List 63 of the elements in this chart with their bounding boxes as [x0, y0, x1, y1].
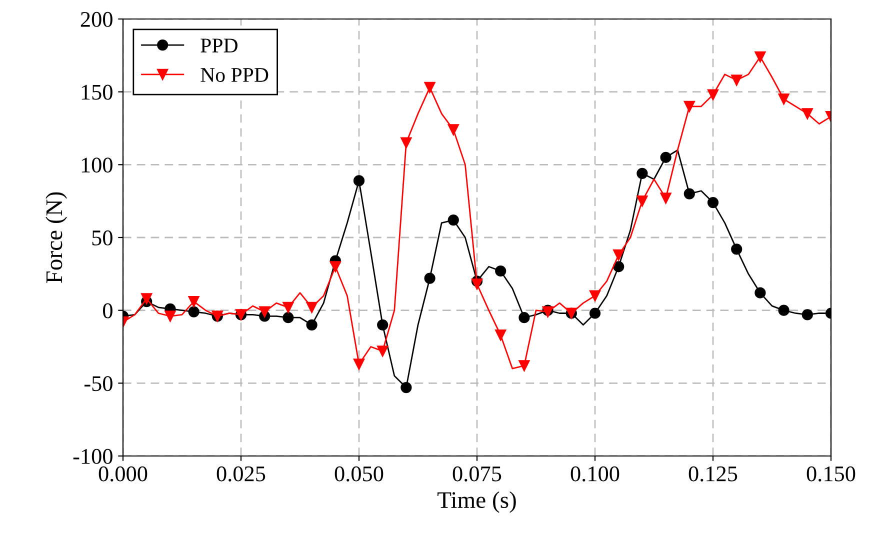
- y-tick-label: 150: [82, 84, 112, 100]
- y-tick-label: -100: [73, 448, 112, 464]
- point: [802, 309, 813, 320]
- x-tick-label: 0.025: [216, 466, 266, 482]
- point: [660, 152, 672, 163]
- point: [400, 137, 412, 148]
- point: [636, 196, 648, 207]
- y-tick-label: 50: [92, 230, 112, 246]
- x-tick-label: 0.050: [334, 466, 384, 482]
- x-axis-title: Time (s): [438, 491, 516, 513]
- point: [613, 261, 624, 272]
- point: [754, 51, 766, 62]
- point: [259, 306, 270, 318]
- point: [754, 287, 766, 298]
- point: [731, 74, 742, 86]
- point: [377, 319, 388, 330]
- point: [707, 196, 719, 208]
- point: [330, 261, 341, 272]
- point: [424, 272, 436, 284]
- x-tick-label: 0.075: [452, 466, 502, 482]
- point: [495, 330, 506, 341]
- y-axis-title: Force (N): [46, 192, 67, 284]
- y-tick-label: 100: [82, 158, 112, 173]
- point: [282, 302, 294, 313]
- point: [188, 306, 200, 318]
- point: [660, 192, 672, 204]
- point: [306, 302, 318, 313]
- point: [282, 312, 294, 324]
- point: [377, 346, 388, 357]
- legend-label: PPD: [200, 38, 238, 52]
- point: [802, 108, 813, 120]
- point: [353, 175, 365, 186]
- point: [731, 244, 742, 255]
- point: [306, 319, 318, 330]
- point: [448, 124, 459, 136]
- point: [424, 82, 436, 94]
- point: [613, 249, 624, 261]
- point: [188, 296, 200, 308]
- y-tick-label: 200: [80, 12, 112, 27]
- point: [589, 308, 601, 319]
- x-tick-label: 0.150: [806, 466, 856, 482]
- point: [400, 382, 412, 394]
- point: [141, 293, 152, 304]
- point: [164, 310, 176, 322]
- y-tick-label: 0: [103, 303, 112, 318]
- point: [684, 188, 695, 200]
- point: [636, 168, 648, 179]
- point: [518, 360, 530, 372]
- point: [684, 100, 695, 112]
- point: [471, 278, 483, 290]
- point: [518, 312, 530, 324]
- point: [448, 214, 459, 226]
- legend-label: No PPD: [200, 68, 268, 82]
- point: [353, 358, 365, 370]
- point: [495, 265, 506, 277]
- point: [707, 89, 719, 100]
- point: [589, 290, 601, 302]
- y-tick-label: -50: [84, 376, 112, 392]
- x-tick-label: 0.000: [98, 466, 148, 482]
- x-tick-label: 0.125: [688, 466, 738, 482]
- point: [778, 94, 790, 105]
- point: [778, 304, 790, 316]
- x-tick-label: 0.100: [570, 466, 620, 482]
